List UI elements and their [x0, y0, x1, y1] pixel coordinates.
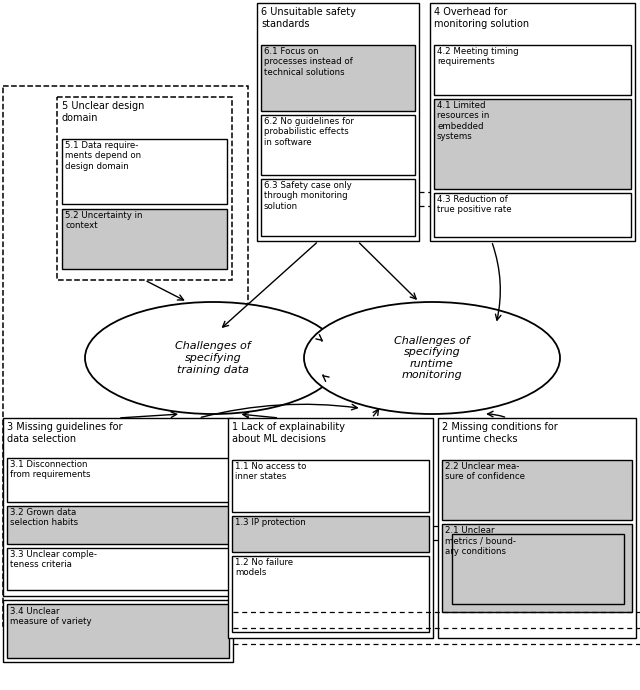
Bar — [228, 418, 433, 638]
Text: 5.1 Data require-
ments depend on
design domain: 5.1 Data require- ments depend on design… — [65, 141, 141, 171]
Text: 6.1 Focus on
processes instead of
technical solutions: 6.1 Focus on processes instead of techni… — [264, 47, 353, 77]
Bar — [62, 139, 227, 204]
Text: 4.1 Limited
resources in
embedded
systems: 4.1 Limited resources in embedded system… — [437, 101, 490, 141]
Bar — [62, 209, 227, 269]
Text: 2.1 Unclear
metrics / bound-
ary conditions: 2.1 Unclear metrics / bound- ary conditi… — [445, 526, 516, 556]
Text: 4 Overhead for
monitoring solution: 4 Overhead for monitoring solution — [434, 7, 529, 28]
Text: Challenges of
specifying
training data: Challenges of specifying training data — [175, 342, 251, 375]
Text: 5.2 Uncertainty in
context: 5.2 Uncertainty in context — [65, 211, 143, 230]
Text: 1.2 No failure
models: 1.2 No failure models — [235, 558, 293, 578]
Bar — [442, 460, 632, 520]
Text: 6.2 No guidelines for
probabilistic effects
in software: 6.2 No guidelines for probabilistic effe… — [264, 117, 354, 147]
Text: 3 Missing guidelines for
data selection: 3 Missing guidelines for data selection — [7, 422, 122, 444]
Bar — [7, 458, 229, 502]
Text: 4.3 Reduction of
true positive rate: 4.3 Reduction of true positive rate — [437, 195, 511, 215]
Bar — [57, 97, 232, 280]
Bar — [261, 45, 415, 111]
Bar — [232, 460, 429, 512]
Text: 2.2 Unclear mea-
sure of confidence: 2.2 Unclear mea- sure of confidence — [445, 462, 525, 482]
Bar — [430, 3, 635, 241]
Bar — [3, 600, 233, 662]
Bar — [438, 418, 636, 638]
Text: 3.2 Grown data
selection habits: 3.2 Grown data selection habits — [10, 508, 78, 527]
Bar — [261, 179, 415, 236]
Text: 6 Unsuitable safety
standards: 6 Unsuitable safety standards — [261, 7, 356, 28]
Bar — [232, 556, 429, 632]
Text: 3.3 Unclear comple-
teness criteria: 3.3 Unclear comple- teness criteria — [10, 550, 97, 569]
Bar — [261, 115, 415, 175]
Text: 1.3 IP protection: 1.3 IP protection — [235, 518, 306, 527]
Text: 3.4 Unclear
measure of variety: 3.4 Unclear measure of variety — [10, 607, 92, 627]
Bar — [7, 506, 229, 544]
Bar — [7, 604, 229, 658]
Bar — [232, 516, 429, 552]
Bar — [434, 193, 631, 237]
Text: 5 Unclear design
domain: 5 Unclear design domain — [62, 101, 145, 123]
Text: 1 Lack of explainability
about ML decisions: 1 Lack of explainability about ML decisi… — [232, 422, 345, 444]
Bar — [434, 99, 631, 189]
Bar — [442, 524, 632, 612]
Ellipse shape — [304, 302, 560, 414]
Text: 1.1 No access to
inner states: 1.1 No access to inner states — [235, 462, 307, 482]
Bar — [452, 534, 624, 604]
Bar — [3, 418, 233, 596]
Text: 6.3 Safety case only
through monitoring
solution: 6.3 Safety case only through monitoring … — [264, 181, 352, 211]
Text: 4.2 Meeting timing
requirements: 4.2 Meeting timing requirements — [437, 47, 518, 66]
Bar — [3, 86, 248, 626]
Text: 2 Missing conditions for
runtime checks: 2 Missing conditions for runtime checks — [442, 422, 557, 444]
Text: Challenges of
specifying
runtime
monitoring: Challenges of specifying runtime monitor… — [394, 335, 470, 380]
Bar — [7, 548, 229, 590]
Bar — [434, 45, 631, 95]
Text: 3.1 Disconnection
from requirements: 3.1 Disconnection from requirements — [10, 460, 90, 480]
Bar — [257, 3, 419, 241]
Ellipse shape — [85, 302, 341, 414]
